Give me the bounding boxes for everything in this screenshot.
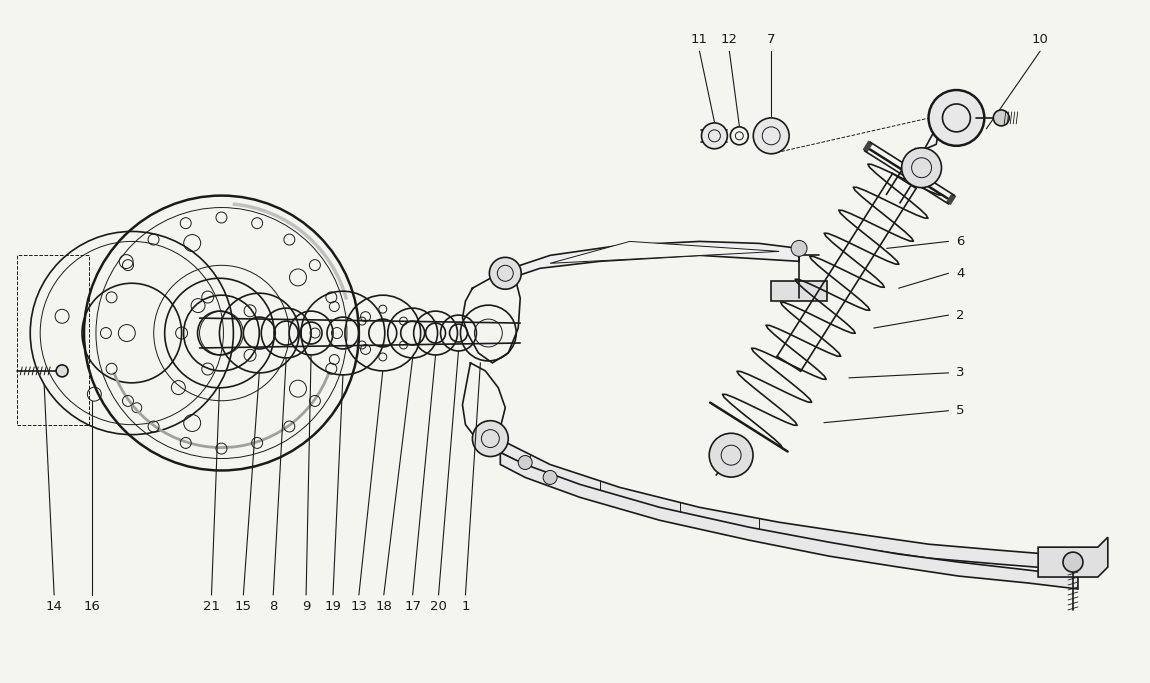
Text: 6: 6 — [957, 235, 965, 248]
Text: 3: 3 — [956, 366, 965, 379]
Text: 11: 11 — [691, 33, 708, 46]
Circle shape — [543, 471, 557, 484]
Circle shape — [519, 456, 532, 469]
Text: 13: 13 — [351, 600, 367, 613]
Text: 9: 9 — [302, 600, 310, 613]
Circle shape — [702, 123, 728, 149]
Text: 15: 15 — [235, 600, 252, 613]
Text: 20: 20 — [430, 600, 447, 613]
Polygon shape — [500, 453, 1078, 589]
Circle shape — [710, 433, 753, 477]
Text: 7: 7 — [767, 33, 775, 46]
Circle shape — [928, 90, 984, 145]
Polygon shape — [485, 432, 1048, 568]
Text: 18: 18 — [375, 600, 392, 613]
Circle shape — [56, 365, 68, 377]
Circle shape — [753, 118, 789, 154]
Polygon shape — [550, 241, 780, 264]
Text: 12: 12 — [721, 33, 738, 46]
Circle shape — [490, 257, 521, 289]
Polygon shape — [772, 281, 827, 301]
Polygon shape — [505, 241, 799, 278]
Text: 2: 2 — [956, 309, 965, 322]
Text: 8: 8 — [269, 600, 277, 613]
Circle shape — [493, 262, 518, 285]
Text: 1: 1 — [461, 600, 469, 613]
Text: 21: 21 — [204, 600, 220, 613]
Circle shape — [994, 110, 1010, 126]
Text: 14: 14 — [46, 600, 62, 613]
Text: 17: 17 — [404, 600, 421, 613]
Circle shape — [476, 425, 505, 453]
Polygon shape — [1038, 538, 1107, 577]
Circle shape — [1063, 552, 1083, 572]
Text: 19: 19 — [324, 600, 342, 613]
Text: 4: 4 — [957, 267, 965, 280]
Circle shape — [473, 421, 508, 456]
Text: 5: 5 — [956, 404, 965, 417]
Text: 10: 10 — [1032, 33, 1049, 46]
Circle shape — [791, 240, 807, 256]
Text: 16: 16 — [84, 600, 100, 613]
Circle shape — [902, 148, 942, 188]
